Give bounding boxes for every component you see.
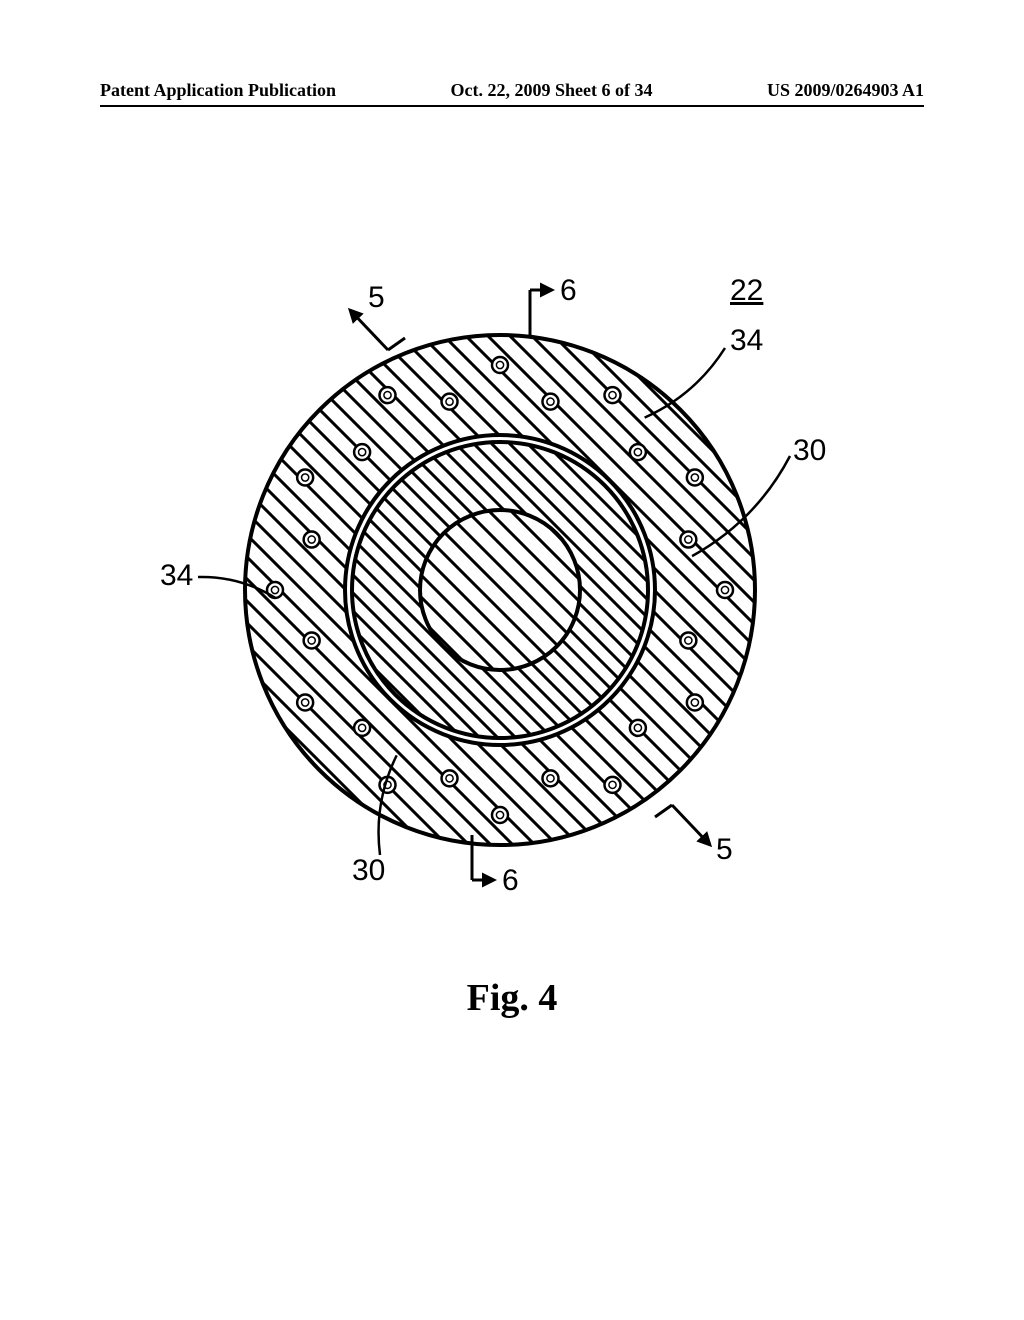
svg-text:30: 30 — [793, 434, 826, 467]
svg-text:5: 5 — [716, 833, 733, 866]
figure-svg: 5 5 6 6 22 34 34 30 30 — [120, 250, 880, 950]
svg-text:22: 22 — [730, 274, 763, 307]
figure-container: 5 5 6 6 22 34 34 30 30 — [120, 250, 880, 1050]
svg-text:6: 6 — [502, 864, 519, 897]
header-right: US 2009/0264903 A1 — [767, 80, 924, 101]
page-header: Patent Application Publication Oct. 22, … — [0, 80, 1024, 101]
svg-text:34: 34 — [160, 559, 193, 592]
svg-text:6: 6 — [560, 274, 577, 307]
header-left: Patent Application Publication — [100, 80, 336, 101]
header-rule — [100, 105, 924, 107]
figure-caption: Fig. 4 — [0, 976, 1024, 1020]
svg-text:5: 5 — [368, 281, 385, 314]
svg-text:30: 30 — [352, 854, 385, 887]
header-center: Oct. 22, 2009 Sheet 6 of 34 — [451, 80, 653, 101]
svg-text:34: 34 — [730, 324, 763, 357]
